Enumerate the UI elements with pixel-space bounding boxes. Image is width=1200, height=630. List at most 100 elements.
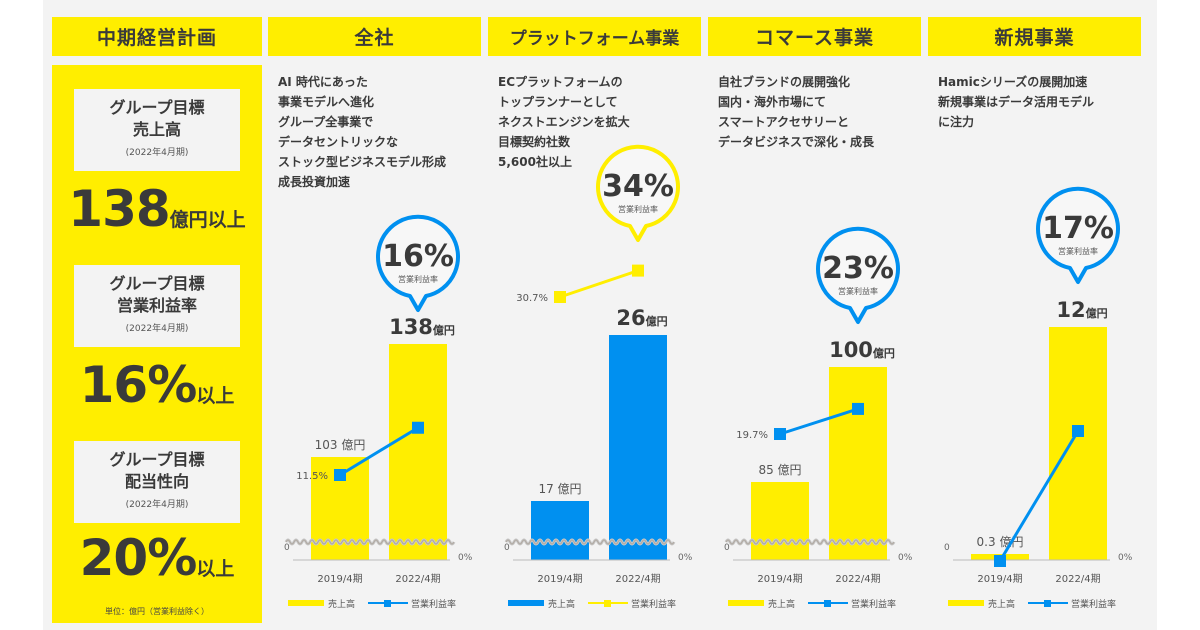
bubble-label: 営業利益率 (618, 204, 658, 214)
bar-value-label: 85 億円 (758, 463, 801, 477)
margin-line (339, 426, 419, 477)
description-line: 自社ブランドの展開強化 (718, 75, 851, 89)
description-line: 成長投資加速 (278, 175, 351, 189)
target-payout-box: グループ目標 配当性向 (2022年4月期) (74, 441, 240, 523)
description-line: Hamicシリーズの展開加速 (938, 75, 1088, 89)
margin-line (998, 430, 1080, 562)
description-line: ネクストエンジンを拡大 (498, 115, 630, 129)
y2-axis-zero-label: 0% (898, 553, 913, 563)
legend-swatch-point (384, 600, 391, 607)
bar-2019/4期 (751, 482, 809, 560)
legend-swatch-bar (948, 600, 984, 606)
description-line: データビジネスで深化・成長 (718, 135, 875, 149)
axis-break-wave (725, 539, 895, 545)
unit-note: 単位：億円（営業利益除く） (105, 607, 209, 616)
margin-point (554, 291, 566, 303)
margin-point (412, 421, 424, 434)
value-number: 16% (79, 356, 198, 414)
margin-point (774, 428, 786, 440)
panel-company: AI 時代にあった 事業モデルへ進化 グループ全事業で データセントリックな ストック型… (268, 60, 488, 625)
bar-value-label: 26億円 (616, 306, 667, 330)
legend-label-line: 営業利益率 (851, 598, 896, 610)
legend-label-line: 営業利益率 (631, 598, 676, 610)
y-axis-zero-label: 0 (724, 543, 730, 553)
y2-axis-zero-label: 0% (678, 553, 693, 563)
category-label: 2019/4期 (537, 573, 582, 585)
legend-swatch-bar (288, 600, 324, 606)
category-label: 2022/4期 (395, 573, 440, 585)
description-line: AI 時代にあった (278, 75, 368, 89)
category-label: 2022/4期 (835, 573, 880, 585)
panel-platform: ECプラットフォームの トップランナーとして ネクストエンジンを拡大 目標契約社数 5,… (488, 60, 708, 625)
margin-value-label: 30.7% (516, 293, 548, 304)
margin-bubble (596, 144, 680, 242)
description-line: に注力 (938, 115, 975, 129)
margin-bubble (376, 214, 460, 312)
bubble-label: 営業利益率 (1058, 246, 1098, 256)
value-number: 138 (68, 180, 170, 238)
header-plan: 中期経営計画 (52, 17, 262, 56)
legend-swatch-point (1044, 600, 1051, 607)
description-line: データセントリックな (278, 135, 399, 149)
description-line: 5,600社以上 (498, 155, 572, 169)
bar-2022/4期 (829, 367, 887, 560)
panel-commerce: 自社ブランドの展開強化 国内・海外市場にてスマートアクセサリーとデータビジネスで深… (708, 60, 928, 625)
panel-description: ECプラットフォームの トップランナーとして ネクストエンジンを拡大 目標契約社数 5,… (498, 72, 630, 172)
value-unit: 以上 (196, 558, 235, 580)
margin-point (1072, 425, 1084, 437)
category-label: 2019/4期 (977, 573, 1022, 585)
legend-swatch-bar (728, 600, 764, 606)
panel-new-business: Hamicシリーズの展開加速 新規事業はデータ活用モデル に注力 0 0% 2019/4… (928, 60, 1148, 625)
margin-bubble (816, 226, 900, 324)
bar-value-label: 17 億円 (538, 482, 581, 496)
bubble-value: 34% (602, 169, 674, 204)
margin-point (852, 402, 864, 415)
target-title: グループ目標 (109, 274, 205, 293)
description-line: スマートアクセサリーと (718, 115, 850, 129)
legend-label-bar: 売上高 (328, 598, 355, 610)
header-company: 全社 (268, 17, 481, 56)
target-sales-box: グループ目標 売上高 (2022年4月期) (74, 89, 240, 171)
bar-value-label: 12億円 (1056, 298, 1107, 322)
target-subtitle: 配当性向 (124, 472, 189, 491)
target-subtitle: 営業利益率 (116, 296, 197, 315)
bar-value-label: 103 億円 (315, 438, 366, 452)
description-line: 事業モデルへ進化 (278, 95, 375, 109)
bubble-value: 23% (822, 251, 894, 286)
panel-description: AI 時代にあった 事業モデルへ進化 グループ全事業で データセントリックな ストック型… (278, 72, 446, 192)
target-period: (2022年4月期) (125, 148, 189, 158)
bubble-label: 営業利益率 (838, 286, 878, 296)
value-unit: 億円以上 (169, 209, 246, 231)
category-label: 2022/4期 (1055, 573, 1100, 585)
y-axis-zero-label: 0 (284, 543, 290, 553)
axis-break-wave (285, 539, 455, 545)
y-axis-zero-label: 0 (504, 543, 510, 553)
y2-axis-zero-label: 0% (458, 553, 473, 563)
description-line: グループ全事業で (278, 115, 374, 129)
header-platform: プラットフォーム事業 (488, 17, 701, 56)
description-line: ECプラットフォームの (498, 75, 623, 89)
bar-value-label: 0.3 億円 (977, 535, 1024, 549)
margin-bubble (1036, 186, 1120, 284)
bubble-label: 営業利益率 (398, 274, 438, 284)
legend-label-line: 営業利益率 (1071, 598, 1116, 610)
target-sales-value: 138億円以上 (52, 180, 262, 238)
legend-label-line: 営業利益率 (411, 598, 456, 610)
description-line: 国内・海外市場にて (718, 95, 827, 109)
header-commerce: コマース事業 (708, 17, 921, 56)
target-period: (2022年4月期) (125, 500, 189, 510)
target-margin-box: グループ目標 営業利益率 (2022年4月期) (74, 265, 240, 347)
target-period: (2022年4月期) (125, 324, 189, 334)
target-subtitle: 売上高 (132, 120, 181, 139)
panel-description: 自社ブランドの展開強化 国内・海外市場にてスマートアクセサリーとデータビジネスで深… (718, 72, 874, 152)
margin-point (334, 469, 346, 481)
panel-description: Hamicシリーズの展開加速 新規事業はデータ活用モデル に注力 (938, 72, 1094, 132)
legend-swatch-point (824, 600, 831, 607)
axis-break-wave (505, 539, 675, 545)
margin-line (779, 407, 859, 436)
margin-point (632, 264, 644, 277)
